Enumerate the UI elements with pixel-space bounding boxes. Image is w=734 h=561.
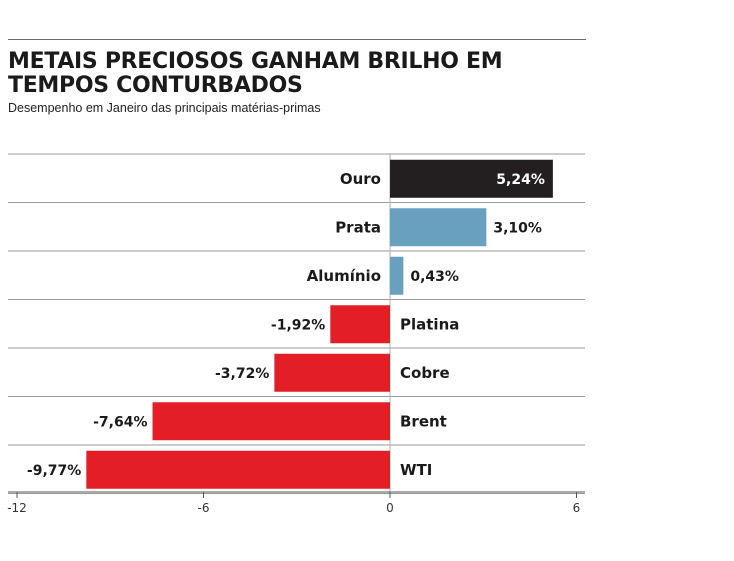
- category-label: Alumínio: [307, 267, 381, 285]
- bar-wti: [86, 450, 391, 489]
- bar-prata: [390, 208, 487, 247]
- data-label: 3,10%: [493, 220, 542, 236]
- bar-alumínio: [390, 256, 404, 295]
- data-label: -9,77%: [27, 463, 81, 479]
- data-label: -1,92%: [271, 317, 325, 333]
- category-label: Brent: [400, 412, 447, 430]
- x-tick-label: -6: [198, 501, 210, 515]
- data-label: -3,72%: [215, 366, 269, 382]
- bar-brent: [152, 402, 390, 441]
- top-rule: [8, 39, 586, 40]
- data-label: 5,24%: [496, 172, 545, 188]
- category-label: Cobre: [400, 364, 450, 382]
- chart-subtitle: Desempenho em Janeiro das principais mat…: [8, 101, 321, 115]
- chart-title: METAIS PRECIOSOS GANHAM BRILHO EM TEMPOS…: [8, 49, 503, 98]
- x-tick-label: 0: [386, 501, 394, 515]
- category-label: Prata: [335, 218, 381, 236]
- data-label: -7,64%: [93, 414, 147, 430]
- category-label: WTI: [400, 461, 432, 479]
- bar-platina: [330, 305, 390, 344]
- bar-ouro: [390, 159, 553, 198]
- category-label: Platina: [400, 315, 459, 333]
- data-label: 0,43%: [410, 269, 459, 285]
- bar-cobre: [274, 353, 390, 392]
- category-label: Ouro: [340, 170, 381, 188]
- x-tick-label: 6: [573, 501, 581, 515]
- x-tick-label: -12: [7, 501, 27, 515]
